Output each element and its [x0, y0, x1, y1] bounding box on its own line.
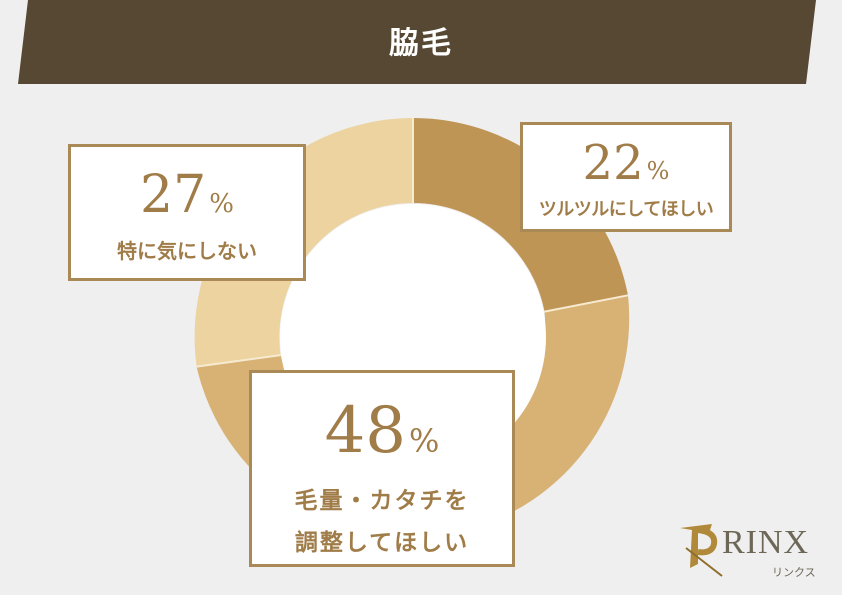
logo-mark-icon [680, 524, 723, 577]
category-label-line1: 毛量・カタチを [294, 488, 470, 514]
logo-text: RINX [722, 524, 810, 561]
percent-value: 27% [140, 165, 234, 225]
title-banner: 脇毛 [0, 0, 842, 84]
callout-adjust: 48% 毛量・カタチを 調整してほしい [249, 370, 515, 567]
callout-dont-care: 27% 特に気にしない [68, 144, 306, 281]
category-label: 特に気にしない [117, 239, 257, 263]
chart-title: 脇毛 [389, 26, 453, 61]
percent-value: 22% [582, 135, 670, 191]
percent-value: 48% [324, 394, 440, 468]
banner-shape [18, 0, 816, 84]
category-label-line2: 調整してほしい [294, 530, 470, 556]
callout-smooth: 22% ツルツルにしてほしい [520, 122, 732, 232]
logo-subtext: リンクス [772, 566, 816, 579]
category-label: ツルツルにしてほしい [538, 199, 714, 220]
rinx-logo: RINX リンクス [676, 520, 826, 580]
